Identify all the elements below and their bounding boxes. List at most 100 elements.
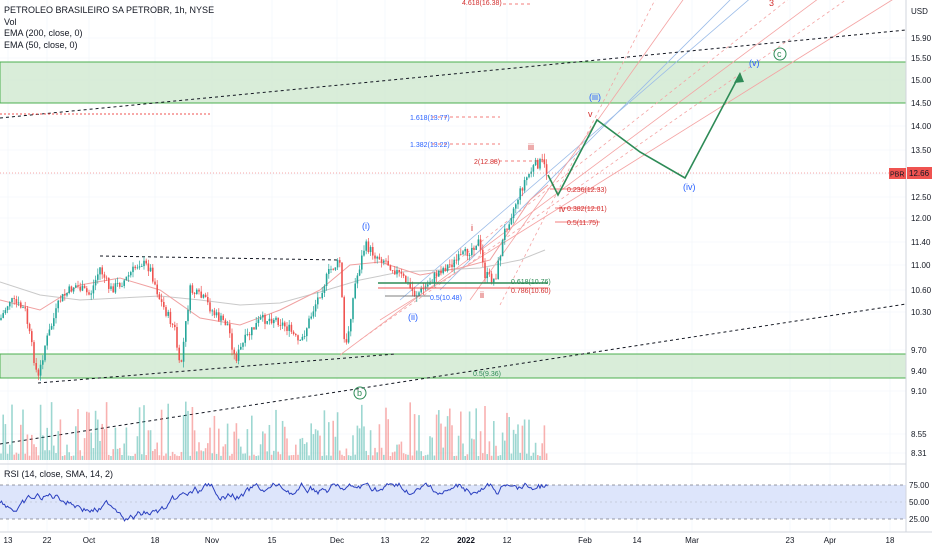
volume-bar xyxy=(121,454,123,460)
volume-bar xyxy=(149,430,152,460)
volume-bar xyxy=(521,425,524,460)
volume-bar xyxy=(396,444,398,460)
candle-body xyxy=(497,260,499,280)
candle-body xyxy=(273,319,275,324)
candle-body xyxy=(64,294,66,296)
candle-body xyxy=(440,270,442,274)
volume-bar xyxy=(508,417,510,460)
volume-bar xyxy=(358,428,361,460)
candle-body xyxy=(86,288,88,293)
volume-bar xyxy=(284,426,286,460)
volume-bar xyxy=(319,435,321,460)
volume-bar xyxy=(72,455,75,460)
rsi-tick-label: 50.00 xyxy=(909,498,930,507)
volume-bar xyxy=(484,405,486,460)
candle-body xyxy=(231,333,233,350)
candle-body xyxy=(191,285,194,293)
candle-body xyxy=(517,199,519,205)
candle-body xyxy=(17,302,20,304)
candle-body xyxy=(105,277,108,279)
legend-ema200[interactable]: EMA (200, close, 0) xyxy=(4,28,83,38)
volume-bar xyxy=(22,409,24,460)
volume-bar xyxy=(92,448,95,460)
volume-bar xyxy=(530,455,532,460)
candle-body xyxy=(479,239,482,250)
volume-bar xyxy=(138,407,141,460)
volume-bar xyxy=(534,442,537,460)
volume-bar xyxy=(220,455,222,460)
price-badge[interactable]: 12.66 xyxy=(909,169,930,178)
candle-body xyxy=(323,285,326,293)
candle-body xyxy=(398,269,400,272)
candle-body xyxy=(28,323,31,332)
volume-bar xyxy=(229,455,231,460)
time-axis-labels[interactable]: 13 22 Oct 18 Nov 15 Dec 13 22 2022 12 Feb 14 Mar 23 Apr… xyxy=(4,536,895,545)
volume-bar xyxy=(108,454,110,460)
volume-bar xyxy=(185,401,187,460)
price-tick-label: 9.40 xyxy=(911,367,927,376)
wave-label-i-red: i xyxy=(471,223,473,233)
volume-bar xyxy=(207,443,209,460)
volume-bar xyxy=(303,443,306,460)
volume-bar xyxy=(75,426,77,460)
candle-body xyxy=(334,267,337,270)
volume-bar xyxy=(110,455,112,460)
candle-body xyxy=(405,275,407,283)
candle-body xyxy=(141,266,143,267)
candle-body xyxy=(508,224,510,230)
candle-body xyxy=(343,297,345,340)
volume-bar xyxy=(526,453,528,460)
time-tick-label: Feb xyxy=(578,536,592,545)
volume-bar xyxy=(81,455,84,460)
chart-legend: PETROLEO BRASILEIRO SA PETROBR, 1h, NYSE… xyxy=(4,5,214,51)
candle-body xyxy=(103,274,106,278)
volume-bar xyxy=(163,455,165,460)
candle-body xyxy=(99,267,101,275)
volume-bar xyxy=(376,452,378,460)
symbol-title[interactable]: PETROLEO BRASILEIRO SA PETROBR, 1h, NYSE xyxy=(4,5,215,15)
price-tick-label: 8.55 xyxy=(911,430,927,439)
volume-bar xyxy=(299,438,301,460)
candlestick-series xyxy=(0,153,548,381)
volume-bar xyxy=(125,427,128,460)
candle-body xyxy=(229,324,231,334)
candle-body xyxy=(460,254,462,255)
volume-bar xyxy=(42,435,44,460)
volume-bar xyxy=(94,410,97,460)
volume-bar xyxy=(473,439,475,460)
candle-body xyxy=(262,314,264,318)
volume-bar xyxy=(248,455,251,460)
rsi-legend[interactable]: RSI (14, close, SMA, 14, 2) xyxy=(4,469,114,479)
legend-ema50[interactable]: EMA (50, close, 0) xyxy=(4,39,78,50)
candle-body xyxy=(6,306,9,311)
rsi-tick-label: 75.00 xyxy=(909,481,930,490)
candle-body xyxy=(134,266,136,269)
candle-body xyxy=(226,324,229,326)
fib-label-2: 2(12.88) xyxy=(474,159,500,166)
candle-body xyxy=(2,313,4,318)
fib-label-0786: 0.786(10.60) xyxy=(511,288,551,295)
candle-body xyxy=(446,264,449,271)
volume-bar xyxy=(224,444,227,460)
fib-retrace-lines xyxy=(550,188,600,223)
candle-body xyxy=(290,324,293,332)
time-tick-label: 15 xyxy=(268,536,277,545)
candle-body xyxy=(235,354,238,361)
candle-body xyxy=(495,278,497,280)
candle-body xyxy=(255,323,257,330)
candle-body xyxy=(292,331,295,335)
volume-bar xyxy=(290,455,293,460)
wave-label-v-blue: (v) xyxy=(749,58,760,68)
volume-bar xyxy=(37,455,40,460)
legend-vol[interactable]: Vol xyxy=(4,16,17,27)
volume-bar xyxy=(440,423,442,460)
volume-bar xyxy=(152,451,154,460)
volume-bar xyxy=(477,455,480,460)
volume-bar xyxy=(237,438,240,460)
volume-bar xyxy=(444,426,447,460)
rsi-pane xyxy=(0,463,932,522)
volume-bar xyxy=(171,451,174,460)
volume-bar xyxy=(431,437,433,460)
volume-bar xyxy=(114,427,117,460)
